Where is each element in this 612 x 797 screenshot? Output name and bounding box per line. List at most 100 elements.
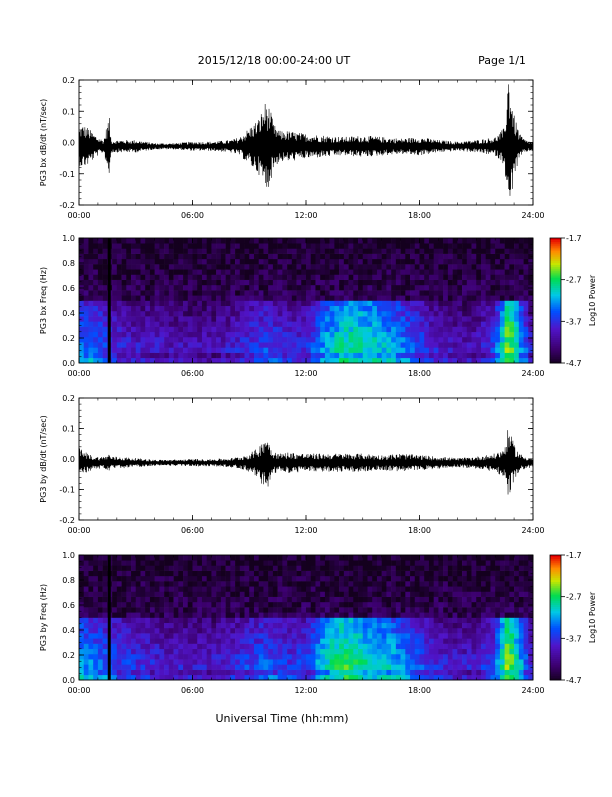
spectrogram-cell [84, 597, 89, 603]
y-tick-label: 0.2 [62, 334, 75, 343]
spectrogram-cell [382, 628, 387, 634]
spectrogram-cell [367, 347, 372, 353]
spectrogram-cell [325, 670, 330, 676]
spectrogram-cell [155, 618, 160, 624]
spectrogram-cell [382, 664, 387, 670]
spectrogram-cell [273, 285, 278, 291]
spectrogram-cell [476, 248, 481, 254]
spectrogram-cell [467, 555, 472, 561]
spectrogram-cell [131, 342, 136, 348]
spectrogram-cell [155, 243, 160, 249]
spectrogram-cell [320, 259, 325, 265]
spectrogram-cell [84, 555, 89, 561]
spectrogram-cell [353, 347, 358, 353]
spectrogram-cell [391, 306, 396, 312]
spectrogram-cell [382, 259, 387, 265]
y-tick-label: -0.1 [59, 170, 75, 179]
spectrogram-cell [490, 555, 495, 561]
spectrogram-cell [259, 342, 264, 348]
spectrogram-cell [136, 571, 141, 577]
spectrogram-cell [230, 555, 235, 561]
spectrogram-cell [183, 654, 188, 660]
spectrogram-cell [424, 347, 429, 353]
spectrogram-cell [467, 659, 472, 665]
spectrogram-cell [462, 321, 467, 327]
spectrogram-cell [193, 353, 198, 359]
spectrogram-cell [367, 612, 372, 618]
spectrogram-cell [315, 555, 320, 561]
spectrogram-cell [93, 274, 98, 280]
spectrogram-cell [505, 607, 510, 613]
spectrogram-cell [178, 644, 183, 650]
spectrogram-cell [259, 274, 264, 280]
spectrogram-cell [202, 576, 207, 582]
spectrogram-cell [334, 274, 339, 280]
spectrogram-cell [315, 301, 320, 307]
spectrogram-cell [136, 675, 141, 681]
spectrogram-cell [164, 612, 169, 618]
spectrogram-cell [292, 602, 297, 608]
spectrogram-cell [500, 321, 505, 327]
spectrogram-cell [150, 290, 155, 296]
spectrogram-cell [292, 576, 297, 582]
spectrogram-cell [278, 280, 283, 286]
spectrogram-cell [396, 248, 401, 254]
spectrogram-cell [448, 555, 453, 561]
spectrogram-cell [216, 591, 221, 597]
y-tick-label: 0.8 [62, 259, 75, 268]
spectrogram-cell [443, 675, 448, 681]
spectrogram-cell [126, 306, 131, 312]
spectrogram-cell [221, 321, 226, 327]
spectrogram-cell [495, 565, 500, 571]
spectrogram-cell [278, 259, 283, 265]
spectrogram-cell [169, 576, 174, 582]
spectrogram-cell [202, 654, 207, 660]
spectrogram-cell [230, 581, 235, 587]
spectrogram-cell [136, 311, 141, 317]
spectrogram-cell [367, 638, 372, 644]
spectrogram-cell [438, 560, 443, 566]
spectrogram-cell [486, 254, 491, 260]
spectrogram-cell [410, 644, 415, 650]
spectrogram-cell [282, 353, 287, 359]
spectrogram-cell [84, 628, 89, 634]
spectrogram-cell [197, 654, 202, 660]
spectrogram-cell [193, 628, 198, 634]
spectrogram-cell [145, 274, 150, 280]
spectrogram-cell [509, 280, 514, 286]
spectrogram-cell [103, 259, 108, 265]
spectrogram-cell [292, 659, 297, 665]
spectrogram-cell [382, 581, 387, 587]
spectrogram-cell [353, 571, 358, 577]
spectrogram-cell [145, 576, 150, 582]
spectrogram-cell [434, 607, 439, 613]
spectrogram-cell [249, 675, 254, 681]
spectrogram-cell [410, 591, 415, 597]
spectrogram-cell [420, 560, 425, 566]
spectrogram-cell [193, 332, 198, 338]
spectrogram-cell [245, 644, 250, 650]
spectrogram-cell [495, 347, 500, 353]
spectrogram-cell [410, 347, 415, 353]
spectrogram-cell [358, 602, 363, 608]
spectrogram-cell [467, 274, 472, 280]
spectrogram-cell [126, 285, 131, 291]
spectrogram-cell [211, 280, 216, 286]
spectrogram-cell [297, 581, 302, 587]
spectrogram-cell [514, 259, 519, 265]
spectrogram-cell [174, 316, 179, 322]
spectrogram-cell [216, 301, 221, 307]
spectrogram-cell [216, 576, 221, 582]
spectrogram-cell [221, 327, 226, 333]
spectrogram-cell [273, 342, 278, 348]
x-tick-label: 00:00 [67, 211, 90, 220]
spectrogram-cell [334, 264, 339, 270]
spectrogram-cell [396, 306, 401, 312]
spectrogram-cell [429, 316, 434, 322]
spectrogram-cell [221, 353, 226, 359]
spectrogram-cell [372, 659, 377, 665]
spectrogram-cell [197, 560, 202, 566]
spectrogram-cell [490, 342, 495, 348]
spectrogram-cell [344, 301, 349, 307]
spectrogram-cell [528, 316, 533, 322]
